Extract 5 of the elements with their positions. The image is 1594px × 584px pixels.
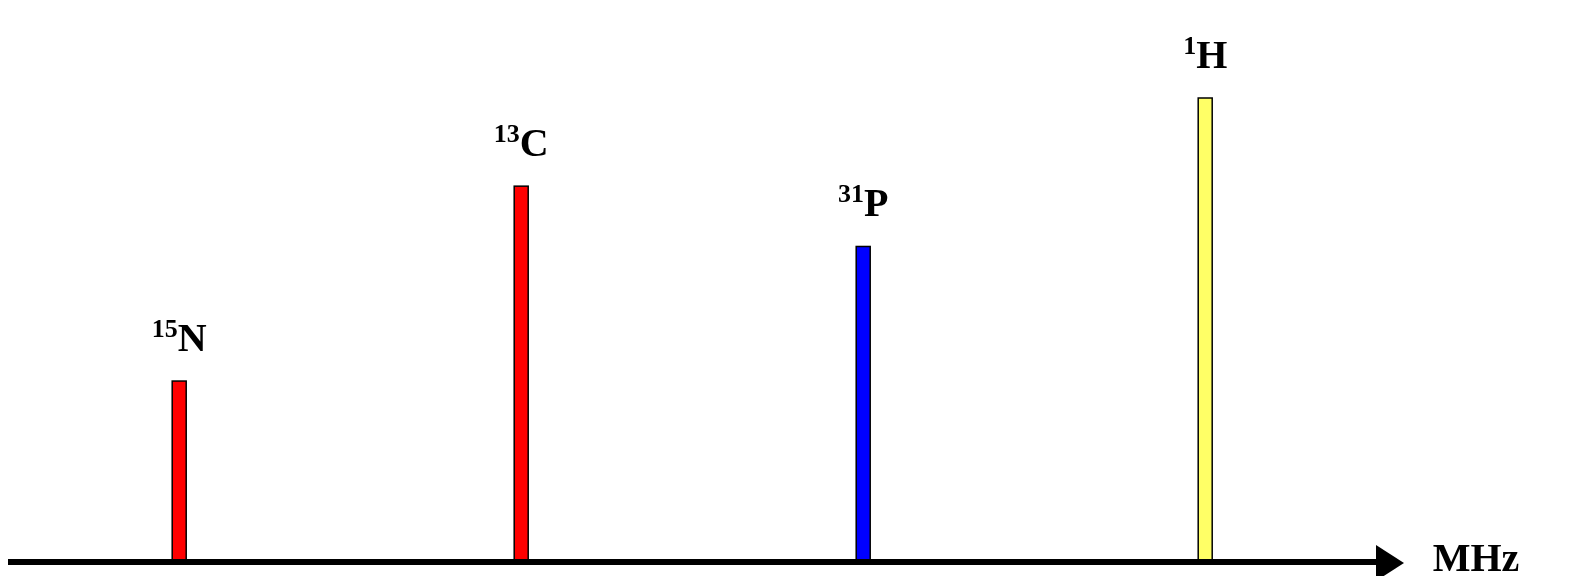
- x-axis-title: MHz: [1432, 535, 1520, 580]
- x-tick-label: $^{31}$P: [837, 178, 889, 226]
- x-tick-label: $^{15}$N: [151, 313, 207, 361]
- x-tick-label: $^{13}$C: [493, 118, 549, 166]
- x-tick-label: $^{1}$H: [1183, 30, 1228, 77]
